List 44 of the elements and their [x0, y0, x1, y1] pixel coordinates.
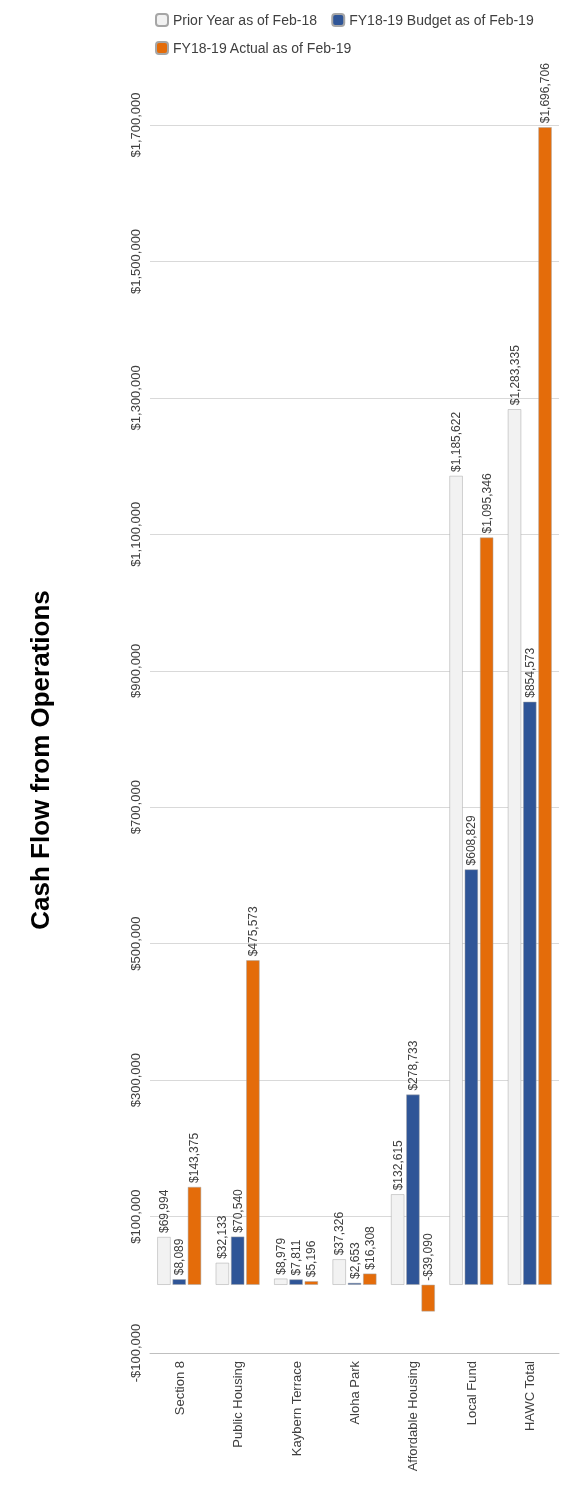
data-label: $8,089 [172, 1238, 187, 1276]
data-label: $5,196 [304, 1240, 319, 1278]
y-tick-label: -$100,000 [128, 1323, 143, 1383]
data-label: $143,375 [187, 1132, 202, 1183]
legend-label: FY18-19 Budget as of Feb-19 [349, 12, 534, 28]
x-tick-label: Public Housing [230, 1361, 246, 1448]
y-tick-label: $500,000 [128, 916, 143, 971]
data-label: $2,653 [347, 1241, 362, 1279]
data-label: $8,979 [273, 1237, 288, 1275]
data-label: -$39,090 [421, 1233, 436, 1281]
data-label: $854,573 [522, 647, 537, 698]
data-label: $32,133 [215, 1215, 230, 1259]
x-tick-label: Aloha Park [347, 1360, 362, 1425]
data-label: $70,540 [230, 1188, 245, 1233]
bar [479, 537, 494, 1285]
y-tick-label: $900,000 [128, 643, 143, 698]
y-tick-label: $1,300,000 [128, 365, 143, 431]
text: Cash Flow from Operations [25, 590, 55, 930]
data-label: $278,733 [405, 1040, 420, 1091]
x-tick-label: Kaybern Terrace [288, 1361, 304, 1457]
x-tick-label: Section 8 [171, 1361, 187, 1416]
data-label: $132,615 [390, 1139, 405, 1191]
data-label: $1,095,346 [479, 473, 494, 534]
y-tick-label: $700,000 [128, 780, 143, 835]
legend-label: FY18-19 Actual as of Feb-19 [173, 40, 352, 56]
data-label: $37,326 [332, 1211, 347, 1256]
data-label: $7,811 [289, 1239, 304, 1276]
data-label: $16,308 [362, 1225, 377, 1270]
x-tick-label: HAWC Total [522, 1360, 538, 1432]
data-label: $69,994 [156, 1189, 171, 1234]
data-label: $608,829 [464, 815, 479, 866]
data-label: $1,185,622 [449, 411, 464, 472]
y-tick-label: $1,500,000 [128, 228, 143, 294]
y-tick-label: $1,700,000 [128, 92, 143, 158]
data-label: $475,573 [245, 905, 260, 957]
x-tick-label: Affordable Housing [405, 1361, 421, 1472]
y-tick-label: $100,000 [128, 1189, 143, 1244]
data-label: $1,283,335 [507, 344, 522, 406]
legend-label: Prior Year as of Feb-18 [173, 12, 318, 28]
y-tick-label: $300,000 [128, 1052, 143, 1108]
data-label: $1,696,706 [538, 62, 553, 124]
bar [215, 1262, 230, 1285]
y-tick-label: $1,100,000 [128, 501, 143, 567]
x-tick-label: Local Fund [463, 1361, 479, 1426]
